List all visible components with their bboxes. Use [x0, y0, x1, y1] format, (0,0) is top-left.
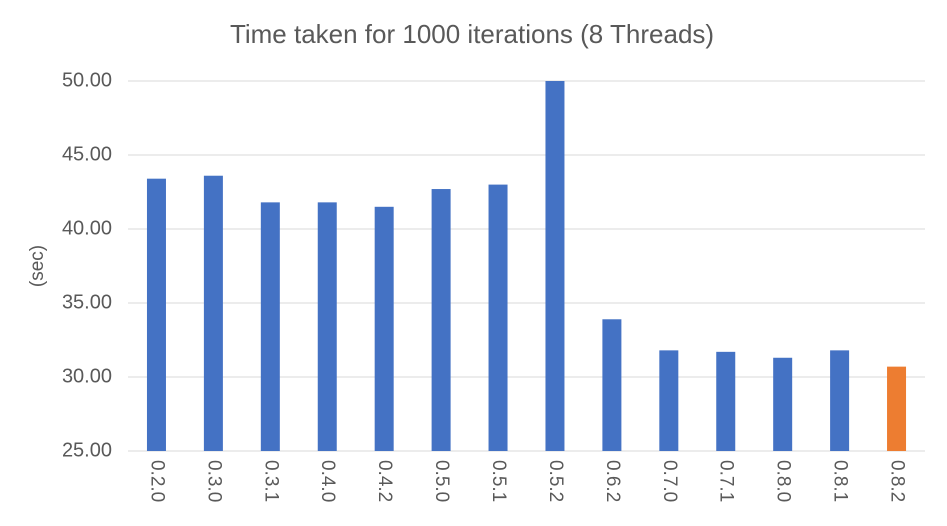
y-tick-label: 40.00 — [62, 217, 112, 239]
bar — [374, 206, 394, 451]
bar — [317, 202, 337, 451]
x-tick-label: 0.3.1 — [260, 460, 281, 502]
bar — [146, 178, 166, 451]
x-tick-label: 0.2.0 — [146, 460, 167, 502]
x-tick-label: 0.6.2 — [602, 460, 623, 502]
bar — [887, 366, 907, 451]
bar — [488, 184, 508, 451]
bar — [602, 319, 622, 451]
bar — [659, 350, 679, 451]
x-tick-label: 0.8.0 — [773, 460, 794, 502]
bar — [716, 351, 736, 451]
x-tick-label: 0.7.0 — [659, 460, 680, 502]
bar — [545, 81, 565, 451]
bar — [830, 350, 850, 451]
y-tick-label: 30.00 — [62, 365, 112, 387]
x-tick-label: 0.8.1 — [830, 460, 851, 502]
y-axis-label: (sec) — [27, 245, 48, 287]
x-tick-label: 0.4.0 — [317, 460, 338, 502]
x-tick-label: 0.8.2 — [887, 460, 908, 502]
x-tick-label: 0.5.2 — [545, 460, 566, 502]
x-tick-label: 0.3.0 — [203, 460, 224, 502]
y-tick-label: 50.00 — [62, 69, 112, 91]
x-tick-label: 0.7.1 — [716, 460, 737, 502]
bar — [260, 202, 280, 451]
bar — [203, 175, 223, 451]
x-tick-label: 0.5.1 — [488, 460, 509, 502]
bar — [773, 357, 793, 451]
x-tick-label: 0.5.0 — [431, 460, 452, 502]
y-tick-label: 35.00 — [62, 291, 112, 313]
y-tick-label: 45.00 — [62, 143, 112, 165]
y-tick-label: 25.00 — [62, 439, 112, 461]
x-tick-label: 0.4.2 — [374, 460, 395, 502]
bar — [431, 189, 451, 452]
chart-title: Time taken for 1000 iterations (8 Thread… — [230, 19, 714, 49]
